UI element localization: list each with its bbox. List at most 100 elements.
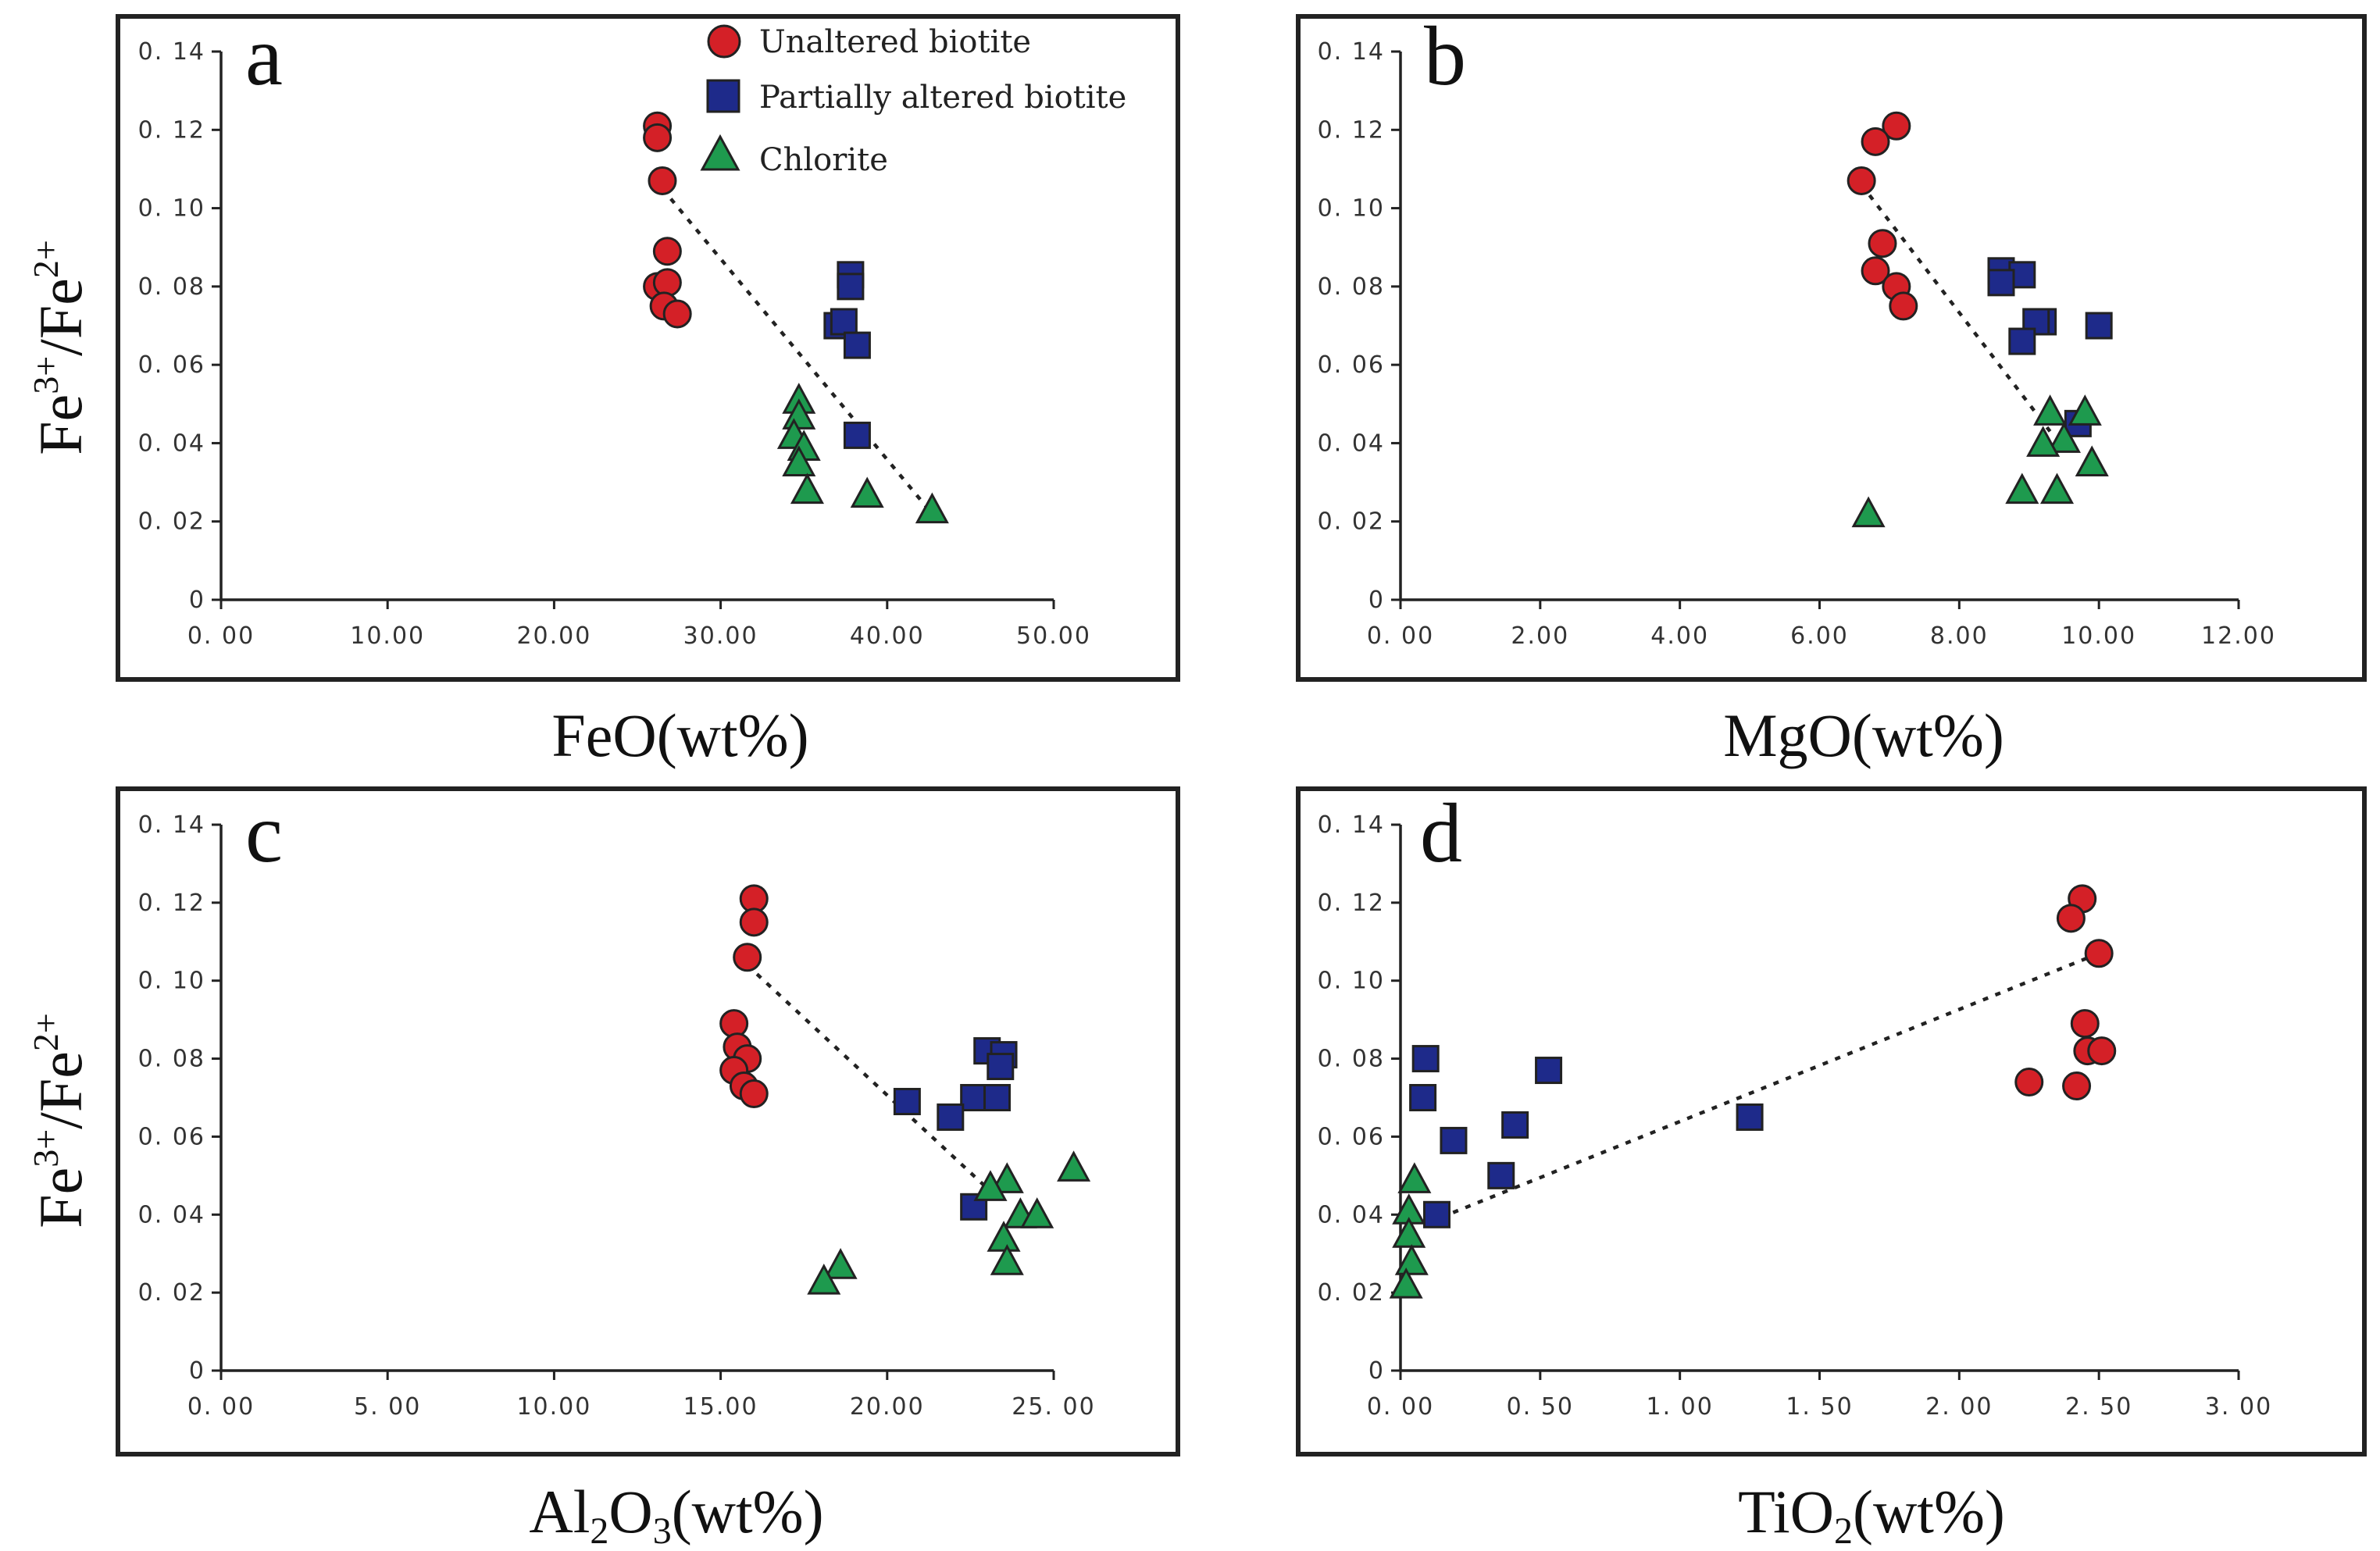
y-tick-label: 0. 04 [1318, 1201, 1385, 1228]
svg-text:Fe3+/Fe2+: Fe3+/Fe2+ [26, 1013, 95, 1228]
y-title-sup2: 2+ [26, 1013, 66, 1051]
panel-letter-c: c [245, 787, 283, 880]
x-tick-label: 8.00 [1930, 622, 1989, 650]
panel-frame-d [1296, 786, 2367, 1457]
data-point-unaltered [652, 237, 682, 266]
data-point-partially-altered [1422, 1200, 1450, 1228]
x-tick-label: 25. 00 [1012, 1393, 1095, 1421]
x-tick-label: 4.00 [1650, 622, 1709, 650]
panel-letter-b: b [1424, 10, 1466, 103]
data-point-unaltered [1882, 111, 1911, 141]
x-tick-label: 0. 00 [1367, 622, 1434, 650]
panel-letter-d: d [1420, 787, 1462, 880]
y-tick-label: 0. 10 [1318, 195, 1385, 223]
y-tick-label: 0 [1368, 1357, 1385, 1385]
y-tick-label: 0. 12 [1318, 890, 1385, 917]
x-axis-title-d: TiO2(wt%) [1738, 1478, 2005, 1551]
data-point-partially-altered [1409, 1084, 1437, 1111]
x-tick-label: 2. 50 [2065, 1393, 2132, 1421]
legend-marker-unaltered [707, 24, 741, 59]
data-point-chlorite [1397, 1162, 1432, 1193]
x-tick-label: 0. 50 [1507, 1393, 1574, 1421]
y-tick-label: 0. 04 [1318, 430, 1385, 457]
data-point-partially-altered [937, 1103, 965, 1131]
legend-label-chlorite: Chlorite [759, 142, 888, 178]
data-point-unaltered [2062, 1071, 2092, 1101]
y-tick-label: 0. 08 [1318, 1046, 1385, 1073]
y-tick-label: 0. 14 [1318, 38, 1385, 66]
data-point-unaltered [652, 268, 682, 298]
data-point-partially-altered [837, 273, 865, 301]
x-tick-label: 0. 00 [187, 1393, 255, 1421]
data-point-unaltered [2056, 904, 2086, 933]
x-tick-label: 1. 00 [1646, 1393, 1713, 1421]
data-point-chlorite [2033, 394, 2068, 426]
data-point-unaltered [733, 943, 762, 972]
y-tick-label: 0. 02 [138, 1279, 205, 1307]
data-point-chlorite [2005, 472, 2039, 505]
y-title-sup1: 3+ [26, 1129, 66, 1168]
data-point-chlorite [850, 476, 884, 508]
y-title-base: Fe [27, 394, 95, 455]
x-axis-title-a: FeO(wt%) [551, 701, 808, 769]
data-point-partially-altered [1736, 1103, 1764, 1131]
x-axis-title-b: MgO(wt%) [1723, 701, 2004, 769]
x-tick-label: 20.00 [850, 1393, 925, 1421]
data-point-unaltered [2087, 1036, 2117, 1066]
data-point-chlorite [915, 492, 949, 524]
y-tick-label: 0. 14 [138, 811, 205, 839]
data-point-chlorite [807, 1264, 841, 1295]
y-tick-label: 0. 04 [138, 1201, 205, 1228]
data-point-partially-altered [960, 1084, 988, 1111]
data-point-partially-altered [893, 1087, 921, 1115]
data-point-partially-altered [1440, 1126, 1468, 1154]
y-tick-label: 0. 02 [138, 508, 205, 536]
data-point-partially-altered [987, 1053, 1015, 1081]
data-point-unaltered [1861, 127, 1890, 156]
data-point-unaltered [1861, 256, 1890, 286]
y-title-base: Fe [27, 1168, 95, 1228]
y-tick-label: 0. 14 [1318, 811, 1385, 839]
data-point-unaltered [739, 1079, 769, 1109]
y-axis-title-bottom: Fe3+/Fe2+ [26, 1013, 95, 1228]
plot-c: 0. 00 5. 00 10.00 15.00 20.00 25. 00 0 0. 02 0. … [138, 811, 1095, 1421]
y-tick-label: 0. 08 [138, 273, 205, 301]
plot-a: 0. 00 10.00 20.00 30.00 40.00 50.00 0 0. 02 0. 0… [138, 38, 1091, 650]
data-point-partially-altered [1535, 1057, 1563, 1085]
x-tick-label: 50.00 [1016, 622, 1091, 650]
y-tick-label: 0. 12 [138, 890, 205, 917]
data-point-partially-altered [2085, 312, 2113, 340]
legend-label-unaltered: Unaltered biotite [759, 24, 1031, 60]
data-point-unaltered [739, 907, 769, 937]
trend-line [661, 187, 930, 512]
data-point-partially-altered [843, 421, 871, 449]
y-title-sup2: 2+ [26, 240, 66, 278]
data-point-partially-altered [1987, 269, 2015, 297]
data-point-unaltered [719, 1009, 749, 1039]
y-tick-label: 0. 06 [1318, 1123, 1385, 1150]
data-point-partially-altered [830, 308, 858, 336]
y-title-mid: /Fe [27, 278, 95, 356]
data-point-unaltered [1847, 166, 1876, 195]
y-axis-title-top: Fe3+/Fe2+ [26, 240, 95, 455]
data-point-unaltered [1868, 229, 1897, 258]
y-tick-label: 0. 12 [1318, 116, 1385, 144]
y-tick-label: 0 [189, 587, 205, 614]
x-tick-label: 30.00 [683, 622, 758, 650]
y-tick-label: 0. 06 [138, 351, 205, 379]
data-point-chlorite [2075, 445, 2109, 476]
data-point-chlorite [782, 445, 816, 476]
legend-label-partially-altered: Partially altered biotite [759, 80, 1126, 116]
y-tick-label: 0 [1368, 587, 1385, 614]
data-point-chlorite [2046, 422, 2081, 453]
data-point-unaltered [648, 166, 677, 195]
x-tick-label: 20.00 [516, 622, 591, 650]
legend-marker-partially-altered [706, 79, 740, 113]
x-tick-label: 10.00 [516, 1393, 591, 1421]
y-tick-label: 0. 02 [1318, 508, 1385, 536]
data-point-chlorite [990, 1162, 1024, 1193]
data-point-chlorite [1394, 1244, 1429, 1275]
panel-frame-a [116, 14, 1180, 682]
legend: Unaltered biotite Partially altered biot… [700, 24, 1126, 178]
